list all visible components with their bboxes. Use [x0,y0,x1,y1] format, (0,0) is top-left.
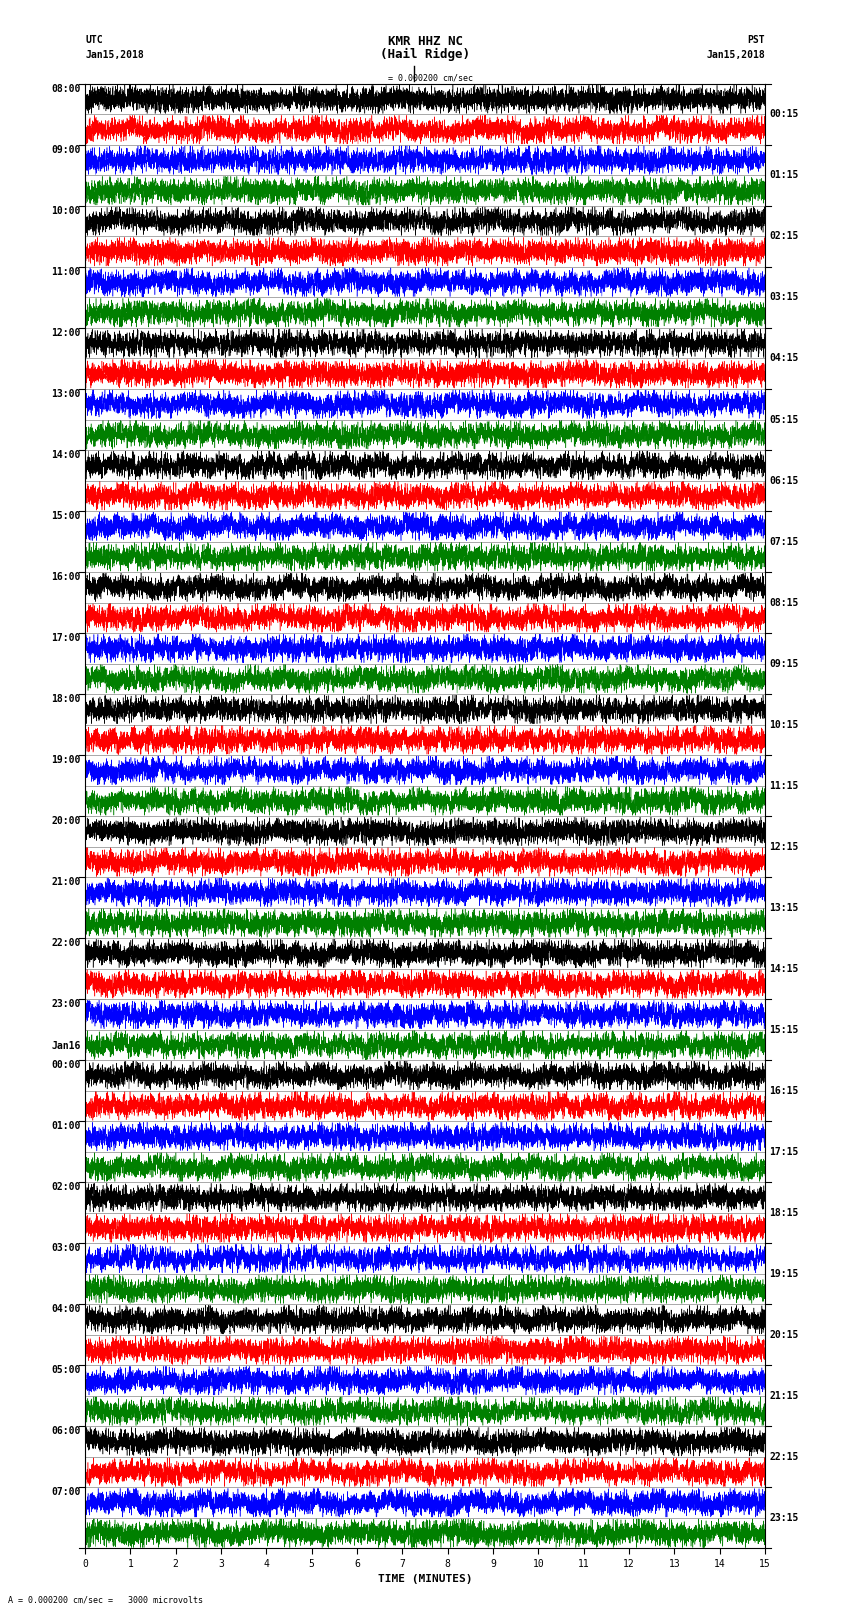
Text: 16:00: 16:00 [51,573,81,582]
Text: 14:15: 14:15 [769,963,799,974]
Text: 05:00: 05:00 [51,1365,81,1376]
Text: 02:00: 02:00 [51,1182,81,1192]
Text: 20:00: 20:00 [51,816,81,826]
Text: 04:15: 04:15 [769,353,799,363]
Text: 08:00: 08:00 [51,84,81,94]
Text: 02:15: 02:15 [769,231,799,242]
Text: 23:00: 23:00 [51,1000,81,1010]
Text: 16:15: 16:15 [769,1086,799,1095]
Text: 22:15: 22:15 [769,1452,799,1461]
Text: 11:00: 11:00 [51,266,81,277]
Text: 06:15: 06:15 [769,476,799,486]
Text: 01:00: 01:00 [51,1121,81,1131]
Text: 01:15: 01:15 [769,171,799,181]
Text: 10:15: 10:15 [769,719,799,729]
Text: A = 0.000200 cm/sec =   3000 microvolts: A = 0.000200 cm/sec = 3000 microvolts [8,1595,203,1605]
Text: 07:15: 07:15 [769,537,799,547]
Text: 06:00: 06:00 [51,1426,81,1437]
Text: Jan15,2018: Jan15,2018 [706,50,765,60]
Text: 12:00: 12:00 [51,327,81,339]
Text: 15:00: 15:00 [51,511,81,521]
Text: 08:15: 08:15 [769,597,799,608]
Text: 03:00: 03:00 [51,1244,81,1253]
Text: UTC: UTC [85,35,103,45]
X-axis label: TIME (MINUTES): TIME (MINUTES) [377,1574,473,1584]
Text: 09:15: 09:15 [769,658,799,669]
Text: 13:00: 13:00 [51,389,81,398]
Text: 22:00: 22:00 [51,939,81,948]
Text: 20:15: 20:15 [769,1329,799,1340]
Text: PST: PST [747,35,765,45]
Text: = 0.000200 cm/sec: = 0.000200 cm/sec [377,73,473,82]
Text: 17:15: 17:15 [769,1147,799,1157]
Text: 18:15: 18:15 [769,1208,799,1218]
Text: 00:00: 00:00 [51,1060,81,1071]
Text: 10:00: 10:00 [51,206,81,216]
Text: 07:00: 07:00 [51,1487,81,1497]
Text: 14:00: 14:00 [51,450,81,460]
Text: 15:15: 15:15 [769,1024,799,1036]
Text: 12:15: 12:15 [769,842,799,852]
Text: 03:15: 03:15 [769,292,799,303]
Text: 21:15: 21:15 [769,1390,799,1402]
Text: 19:15: 19:15 [769,1269,799,1279]
Text: 00:15: 00:15 [769,110,799,119]
Text: 05:15: 05:15 [769,415,799,424]
Text: 13:15: 13:15 [769,903,799,913]
Text: 23:15: 23:15 [769,1513,799,1523]
Text: KMR HHZ NC: KMR HHZ NC [388,35,462,48]
Text: 17:00: 17:00 [51,634,81,644]
Text: (Hail Ridge): (Hail Ridge) [380,48,470,61]
Text: 21:00: 21:00 [51,877,81,887]
Text: Jan16: Jan16 [51,1040,81,1050]
Text: Jan15,2018: Jan15,2018 [85,50,144,60]
Text: 19:00: 19:00 [51,755,81,765]
Text: 04:00: 04:00 [51,1305,81,1315]
Text: 18:00: 18:00 [51,694,81,705]
Text: 09:00: 09:00 [51,145,81,155]
Text: 11:15: 11:15 [769,781,799,790]
